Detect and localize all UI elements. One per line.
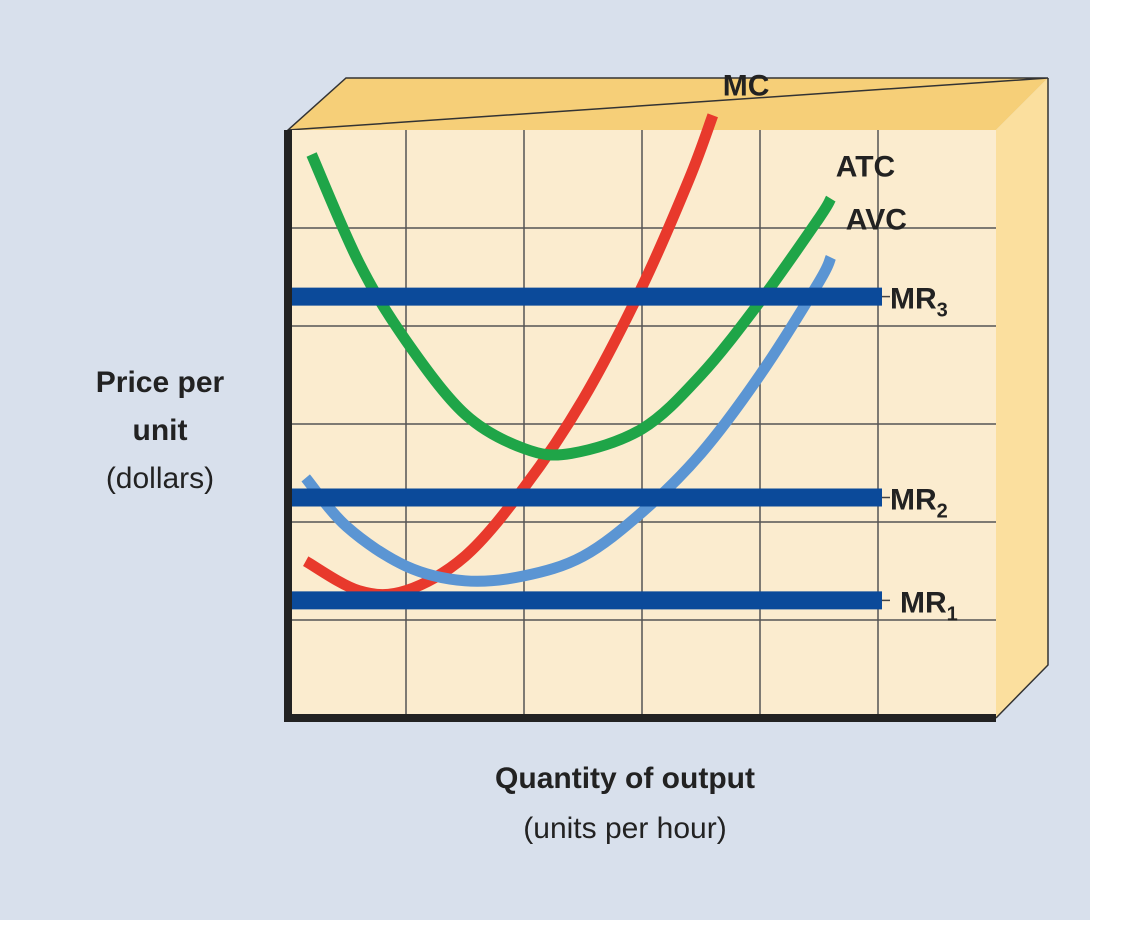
box-edge-side	[995, 78, 1049, 719]
series-label-subscript: 2	[937, 501, 948, 523]
mr-lines	[288, 287, 890, 610]
series-label-avc: AVC	[846, 203, 907, 236]
x-axis-label-line1: Quantity of output	[495, 762, 755, 795]
y-axis-label-line3: (dollars)	[106, 462, 214, 495]
y-axis-label-line2: unit	[133, 414, 188, 447]
series-label-atc: ATC	[836, 151, 895, 184]
series-label-subscript: 3	[937, 300, 948, 322]
y-axis-label-line1: Price per	[96, 366, 225, 399]
series-line-avc	[301, 254, 836, 587]
x-axis-label-line2: (units per hour)	[523, 812, 726, 845]
grid-lines	[288, 130, 996, 718]
series-label-subscript: 1	[947, 603, 958, 625]
box-side-face	[996, 78, 1048, 718]
series-label-mc: MC	[723, 69, 770, 102]
box-edge-top	[285, 77, 1049, 131]
